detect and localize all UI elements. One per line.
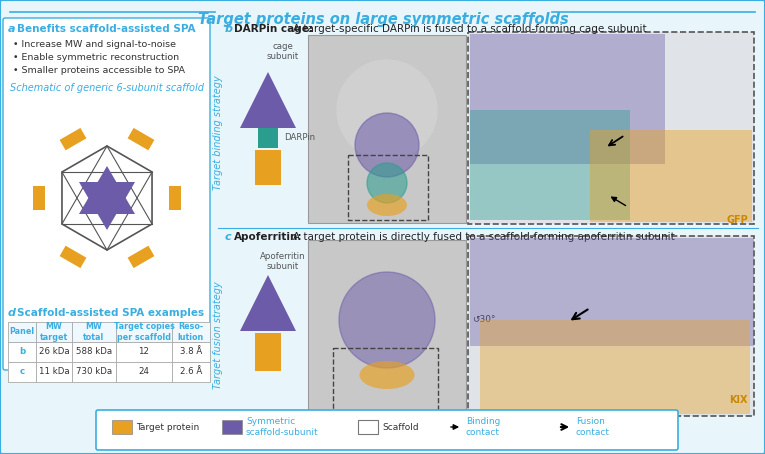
Bar xyxy=(172,362,210,382)
Text: Benefits scaffold-assisted SPA: Benefits scaffold-assisted SPA xyxy=(17,24,196,34)
FancyBboxPatch shape xyxy=(468,236,754,416)
Text: Target proteins on large symmetric scaffolds: Target proteins on large symmetric scaff… xyxy=(197,12,568,27)
Bar xyxy=(258,128,278,148)
Text: • Enable symmetric reconstruction: • Enable symmetric reconstruction xyxy=(13,53,179,62)
Text: Apoferritin:: Apoferritin: xyxy=(234,232,302,242)
Bar xyxy=(72,342,116,362)
Text: A target-specific DARPin is fused to a scaffold-forming cage subunit: A target-specific DARPin is fused to a s… xyxy=(293,24,646,34)
Bar xyxy=(36,342,72,362)
Text: Target copies
per scaffold: Target copies per scaffold xyxy=(113,322,174,342)
Text: 2.6 Å: 2.6 Å xyxy=(180,367,202,376)
Bar xyxy=(36,362,72,382)
Text: 588 kDa: 588 kDa xyxy=(76,347,112,356)
Text: c: c xyxy=(225,232,232,242)
Ellipse shape xyxy=(360,361,415,389)
Bar xyxy=(172,322,210,342)
Bar xyxy=(36,322,72,342)
Text: Reso-
lution: Reso- lution xyxy=(178,322,204,342)
Text: b: b xyxy=(19,347,25,356)
Text: 730 kDa: 730 kDa xyxy=(76,367,112,376)
Bar xyxy=(72,362,116,382)
Text: Binding
contact: Binding contact xyxy=(466,417,500,437)
Text: Symmetric
scaffold-subunit: Symmetric scaffold-subunit xyxy=(246,417,319,437)
Circle shape xyxy=(337,60,437,160)
Polygon shape xyxy=(33,186,45,210)
Polygon shape xyxy=(60,246,86,268)
Bar xyxy=(470,34,665,164)
Text: Apoferritin
subunit: Apoferritin subunit xyxy=(260,252,306,271)
Text: A target protein is directly fused to a scaffold-forming apoferritin subunit: A target protein is directly fused to a … xyxy=(293,232,675,242)
Text: ↺30°: ↺30° xyxy=(472,316,496,325)
Bar xyxy=(112,420,132,434)
Polygon shape xyxy=(128,128,155,150)
Bar xyxy=(222,420,242,434)
Bar xyxy=(116,322,172,342)
Text: a: a xyxy=(8,24,15,34)
Bar xyxy=(116,342,172,362)
Text: MW
total: MW total xyxy=(83,322,105,342)
Bar xyxy=(358,420,378,434)
Polygon shape xyxy=(60,128,86,150)
Bar xyxy=(308,35,466,223)
Text: 11 kDa: 11 kDa xyxy=(39,367,70,376)
Bar xyxy=(8,362,36,382)
Circle shape xyxy=(355,113,419,177)
FancyBboxPatch shape xyxy=(3,18,210,370)
Polygon shape xyxy=(128,246,155,268)
Ellipse shape xyxy=(367,194,407,216)
Polygon shape xyxy=(79,166,135,214)
Bar xyxy=(333,348,438,413)
Polygon shape xyxy=(169,186,181,210)
Polygon shape xyxy=(240,72,296,128)
Text: Schematic of generic 6-subunit scaffold: Schematic of generic 6-subunit scaffold xyxy=(10,83,204,93)
Text: DARPin: DARPin xyxy=(284,133,315,143)
Text: Panel: Panel xyxy=(9,327,34,336)
Text: Target fusion strategy: Target fusion strategy xyxy=(213,281,223,389)
Bar xyxy=(255,150,281,185)
FancyBboxPatch shape xyxy=(468,32,754,224)
Text: Scaffold-assisted SPA examples: Scaffold-assisted SPA examples xyxy=(17,308,204,318)
Text: d: d xyxy=(8,308,16,318)
Text: Fusion
contact: Fusion contact xyxy=(576,417,610,437)
Bar xyxy=(255,333,281,371)
Bar xyxy=(480,320,750,414)
Bar xyxy=(348,155,428,220)
Text: c: c xyxy=(19,367,24,376)
Text: KIX: KIX xyxy=(730,395,748,405)
Text: Target binding strategy: Target binding strategy xyxy=(213,76,223,190)
Bar xyxy=(470,238,754,346)
Text: MW
target: MW target xyxy=(40,322,68,342)
Text: 3.8 Å: 3.8 Å xyxy=(180,347,202,356)
Bar xyxy=(590,130,752,222)
Bar xyxy=(8,322,36,342)
Bar xyxy=(172,342,210,362)
FancyBboxPatch shape xyxy=(96,410,678,450)
Text: • Smaller proteins accessible to SPA: • Smaller proteins accessible to SPA xyxy=(13,66,185,75)
Text: Target protein: Target protein xyxy=(136,423,199,431)
Text: GFP: GFP xyxy=(726,215,748,225)
Circle shape xyxy=(367,163,407,203)
Text: b: b xyxy=(225,24,233,34)
Text: • Increase MW and signal-to-noise: • Increase MW and signal-to-noise xyxy=(13,40,176,49)
Polygon shape xyxy=(79,182,135,230)
Bar xyxy=(116,362,172,382)
Text: cage
subunit: cage subunit xyxy=(267,42,299,61)
Bar xyxy=(470,110,630,220)
Text: Scaffold: Scaffold xyxy=(382,423,418,431)
Bar xyxy=(308,240,466,418)
Text: 26 kDa: 26 kDa xyxy=(39,347,70,356)
Text: 12: 12 xyxy=(138,347,149,356)
Bar xyxy=(8,342,36,362)
Text: 24: 24 xyxy=(138,367,149,376)
Circle shape xyxy=(339,272,435,368)
Polygon shape xyxy=(240,275,296,331)
Text: DARPin cage:: DARPin cage: xyxy=(234,24,313,34)
Bar xyxy=(72,322,116,342)
